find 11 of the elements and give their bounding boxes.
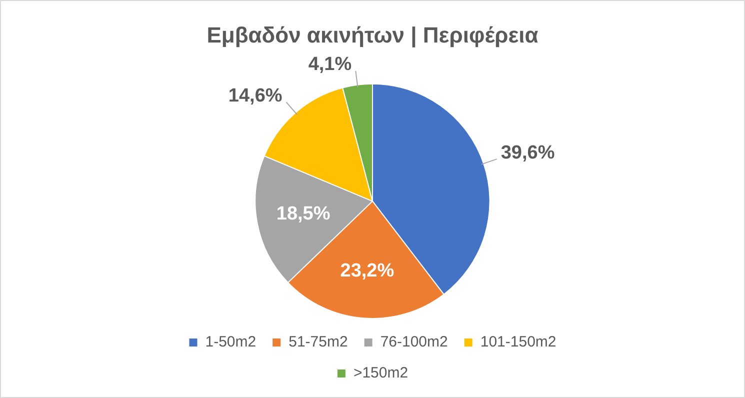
data-label: 23,2% [340,260,394,282]
legend-label: 101-150m2 [480,334,556,351]
chart-title: Εμβαδόν ακινήτων | Περιφέρεια [206,22,539,48]
legend-label: >150m2 [353,364,408,382]
legend-label: 1-50m2 [205,334,256,351]
data-label: 14,6% [228,85,282,106]
legend-label: 76-100m2 [380,334,448,351]
data-label: 18,5% [276,203,330,224]
data-label: 4,1% [308,54,352,76]
legend-label: 51-75m2 [288,334,348,351]
data-label: 39,6% [500,142,555,164]
